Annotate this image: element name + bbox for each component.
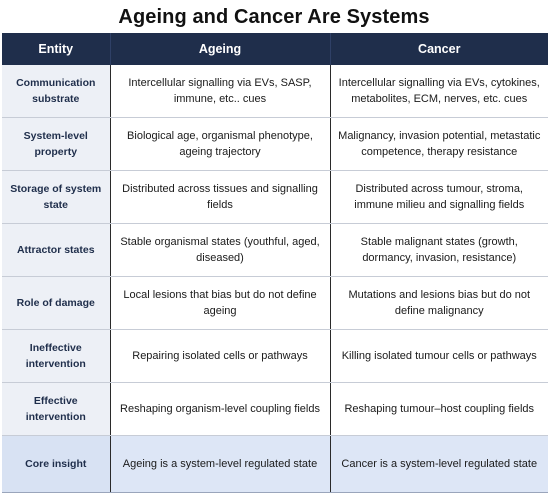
comparison-table: Entity Ageing Cancer Communication subst… [2,33,548,493]
row-ageing-cell: Local lesions that bias but do not defin… [110,276,331,330]
table-row: Communication substrate Intercellular si… [2,65,548,118]
row-entity-cell: Attractor states [2,223,111,277]
column-header-entity: Entity [2,33,111,65]
table-row: Effective intervention Reshaping organis… [2,382,548,436]
row-cancer-cell: Mutations and lesions bias but do not de… [330,276,548,330]
row-ageing-cell: Stable organismal states (youthful, aged… [110,223,331,277]
table-row: System-level property Biological age, or… [2,117,548,171]
table-row: Ineffective intervention Repairing isola… [2,329,548,383]
row-cancer-cell: Stable malignant states (growth, dormanc… [330,223,548,277]
row-ageing-cell: Intercellular signalling via EVs, SASP, … [110,65,331,118]
row-ageing-cell: Distributed across tissues and signallin… [110,170,331,224]
table-row: Attractor states Stable organismal state… [2,223,548,277]
page-title: Ageing and Cancer Are Systems [118,6,430,28]
row-ageing-cell: Repairing isolated cells or pathways [110,329,331,383]
row-entity-cell: Communication substrate [2,65,111,118]
row-ageing-cell: Ageing is a system-level regulated state [110,435,331,493]
row-cancer-cell: Intercellular signalling via EVs, cytoki… [330,65,548,118]
column-header-ageing: Ageing [110,33,331,65]
row-entity-cell: Core insight [2,435,111,493]
table-row: Storage of system state Distributed acro… [2,170,548,224]
row-entity-cell: Storage of system state [2,170,111,224]
table-row: Role of damage Local lesions that bias b… [2,276,548,330]
row-cancer-cell: Killing isolated tumour cells or pathway… [330,329,548,383]
row-cancer-cell: Malignancy, invasion potential, metastat… [330,117,548,171]
row-entity-cell: Ineffective intervention [2,329,111,383]
row-entity-cell: System-level property [2,117,111,171]
row-cancer-cell: Reshaping tumour–host coupling fields [330,382,548,436]
row-entity-cell: Role of damage [2,276,111,330]
row-cancer-cell: Distributed across tumour, stroma, immun… [330,170,548,224]
table-header-row: Entity Ageing Cancer [2,33,548,65]
column-header-cancer: Cancer [330,33,548,65]
row-cancer-cell: Cancer is a system-level regulated state [330,435,548,493]
table-row-core-insight: Core insight Ageing is a system-level re… [2,435,548,493]
row-ageing-cell: Reshaping organism-level coupling fields [110,382,331,436]
row-ageing-cell: Biological age, organismal phenotype, ag… [110,117,331,171]
row-entity-cell: Effective intervention [2,382,111,436]
